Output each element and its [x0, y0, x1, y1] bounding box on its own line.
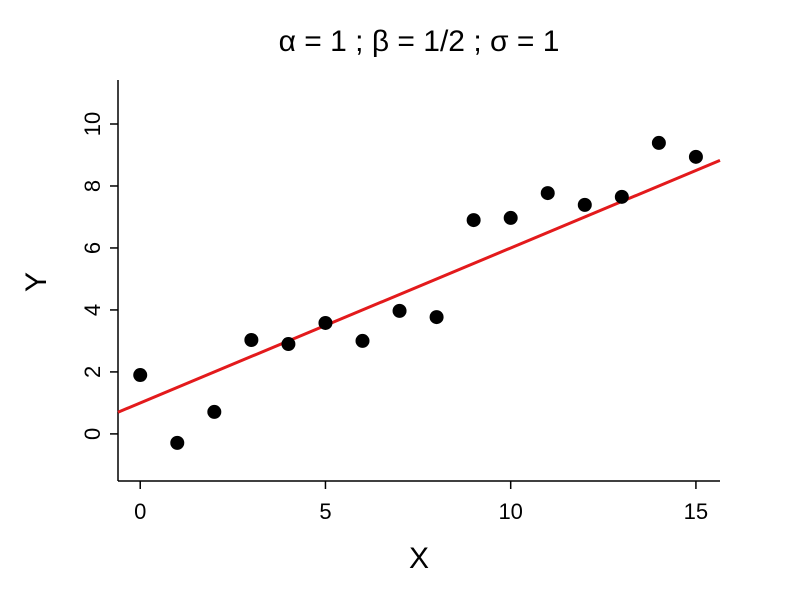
point	[577, 197, 592, 212]
x-tick-label: 5	[319, 499, 331, 524]
point	[170, 435, 185, 450]
point	[244, 332, 259, 347]
point	[651, 135, 666, 150]
point	[281, 337, 296, 352]
point	[688, 149, 703, 164]
point	[614, 189, 629, 204]
y-tick-label: 2	[80, 366, 105, 378]
point	[540, 186, 555, 201]
point	[318, 315, 333, 330]
y-tick-label: 10	[80, 112, 105, 136]
x-tick-label: 0	[134, 499, 146, 524]
point	[207, 404, 222, 419]
y-tick-label: 4	[80, 304, 105, 316]
point	[392, 303, 407, 318]
x-tick-label: 10	[498, 499, 522, 524]
y-tick-label: 8	[80, 180, 105, 192]
chart-title: α = 1 ; β = 1/2 ; σ = 1	[279, 25, 560, 58]
x-axis-label: X	[409, 542, 429, 575]
fit-line	[117, 159, 721, 414]
point	[429, 310, 444, 325]
y-tick-label: 6	[80, 242, 105, 254]
y-axis-label: Y	[20, 272, 53, 292]
point	[503, 210, 518, 225]
y-tick-label: 0	[80, 428, 105, 440]
point	[355, 333, 370, 348]
x-tick-label: 15	[684, 499, 708, 524]
point	[466, 213, 481, 228]
point	[133, 368, 148, 383]
